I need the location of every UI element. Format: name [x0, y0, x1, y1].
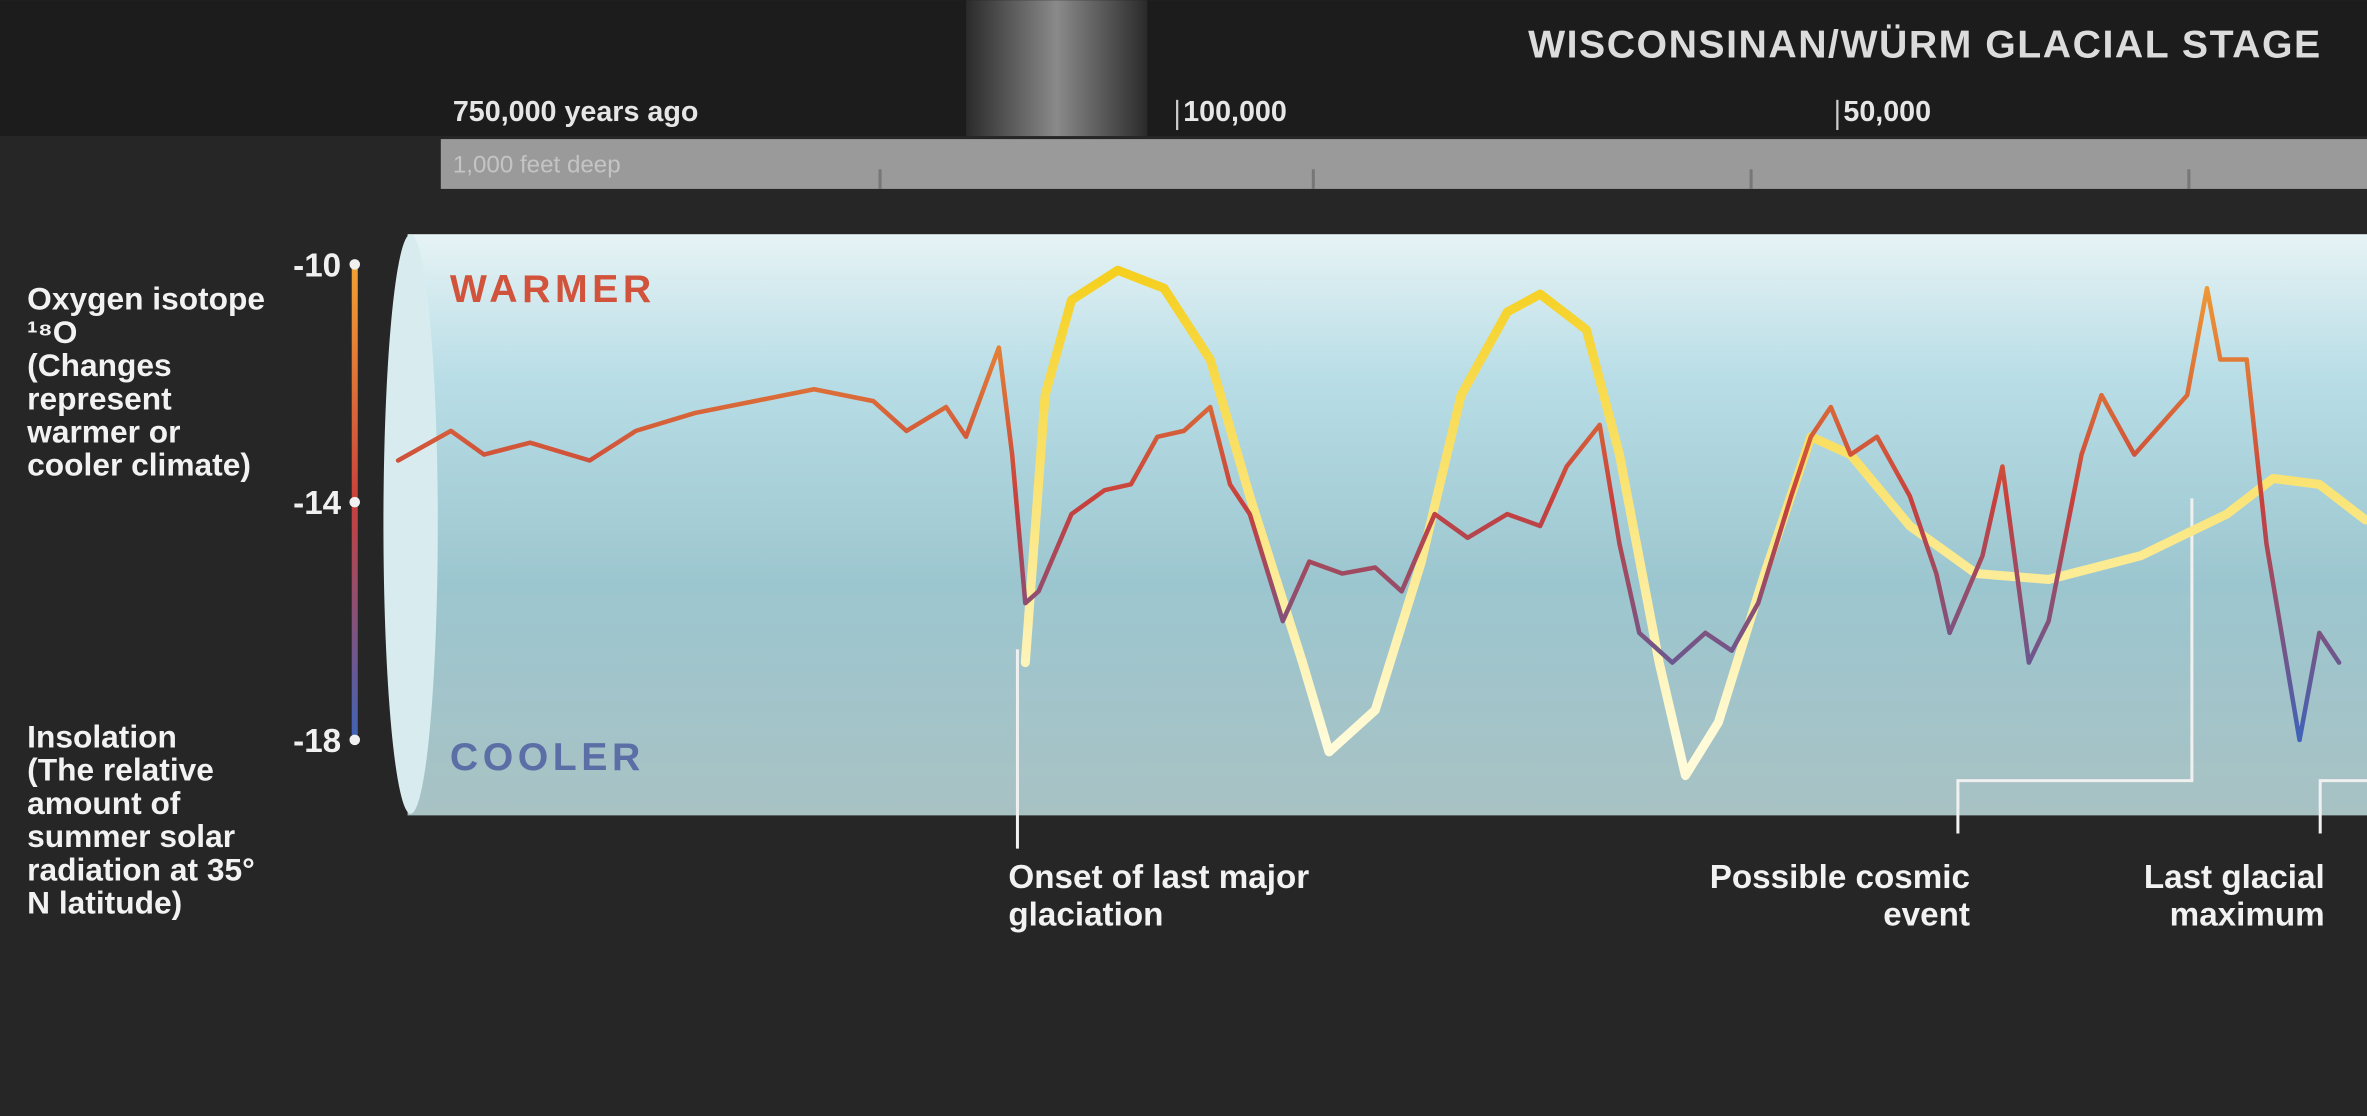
annotation: Last glacial maximum: [2143, 857, 2325, 934]
annotation: Possible cosmic event: [1709, 857, 1970, 934]
legend-box: Insolation(The relative amount of summer…: [27, 722, 269, 921]
annotation-box: Last glacial maximum: [2143, 857, 2325, 934]
legend-name: Oxygen isotope ¹⁸O: [27, 284, 265, 351]
annotation: Onset of last major glaciation: [1008, 857, 1310, 934]
cool-label: COOLER: [450, 735, 645, 779]
legend-box: Oxygen isotope ¹⁸O(Changes represent war…: [27, 284, 284, 483]
y-tick: [349, 496, 361, 508]
series-line: [395, 285, 2342, 743]
legend-name: Insolation: [27, 721, 177, 755]
leader-lines: [1015, 498, 2367, 849]
core-cylinder: [407, 234, 2367, 816]
y-tick-label: -18: [293, 723, 341, 760]
legend-description: (Changes represent warmer or cooler clim…: [27, 348, 251, 484]
y-tick: [349, 259, 361, 270]
x-tick-label: 50,000: [1843, 96, 1931, 128]
legend-description: (The relative amount of summer solar rad…: [27, 753, 255, 922]
core-end: [383, 234, 438, 814]
series-line: [1020, 265, 2367, 781]
warm-label: WARMER: [450, 267, 656, 311]
x-tick-label: 100,000: [1183, 96, 1287, 128]
core-start-label: 750,000 years ago: [453, 96, 698, 128]
legend-text: Insolation (The relative amount of summer…: [27, 722, 269, 921]
annotation-box: Possible cosmic event: [1709, 857, 1970, 934]
top-band: [0, 0, 2367, 137]
depth-bar: [440, 139, 2367, 189]
legend-text: Oxygen isotope ¹⁸O (Changes represent war…: [27, 284, 284, 483]
annotation-box: Onset of last major glaciation: [1008, 857, 1310, 934]
stage-title: WISCONSINAN/WÜRM GLACIAL STAGE: [1528, 23, 2322, 67]
y-tick: [349, 734, 361, 746]
y-tick-label: -10: [293, 247, 341, 284]
y-tick-label: -14: [293, 485, 342, 522]
depth-label: 1,000 feet deep: [453, 151, 621, 178]
core-highlight: [966, 0, 1148, 137]
depth-ticks: [878, 169, 2191, 189]
